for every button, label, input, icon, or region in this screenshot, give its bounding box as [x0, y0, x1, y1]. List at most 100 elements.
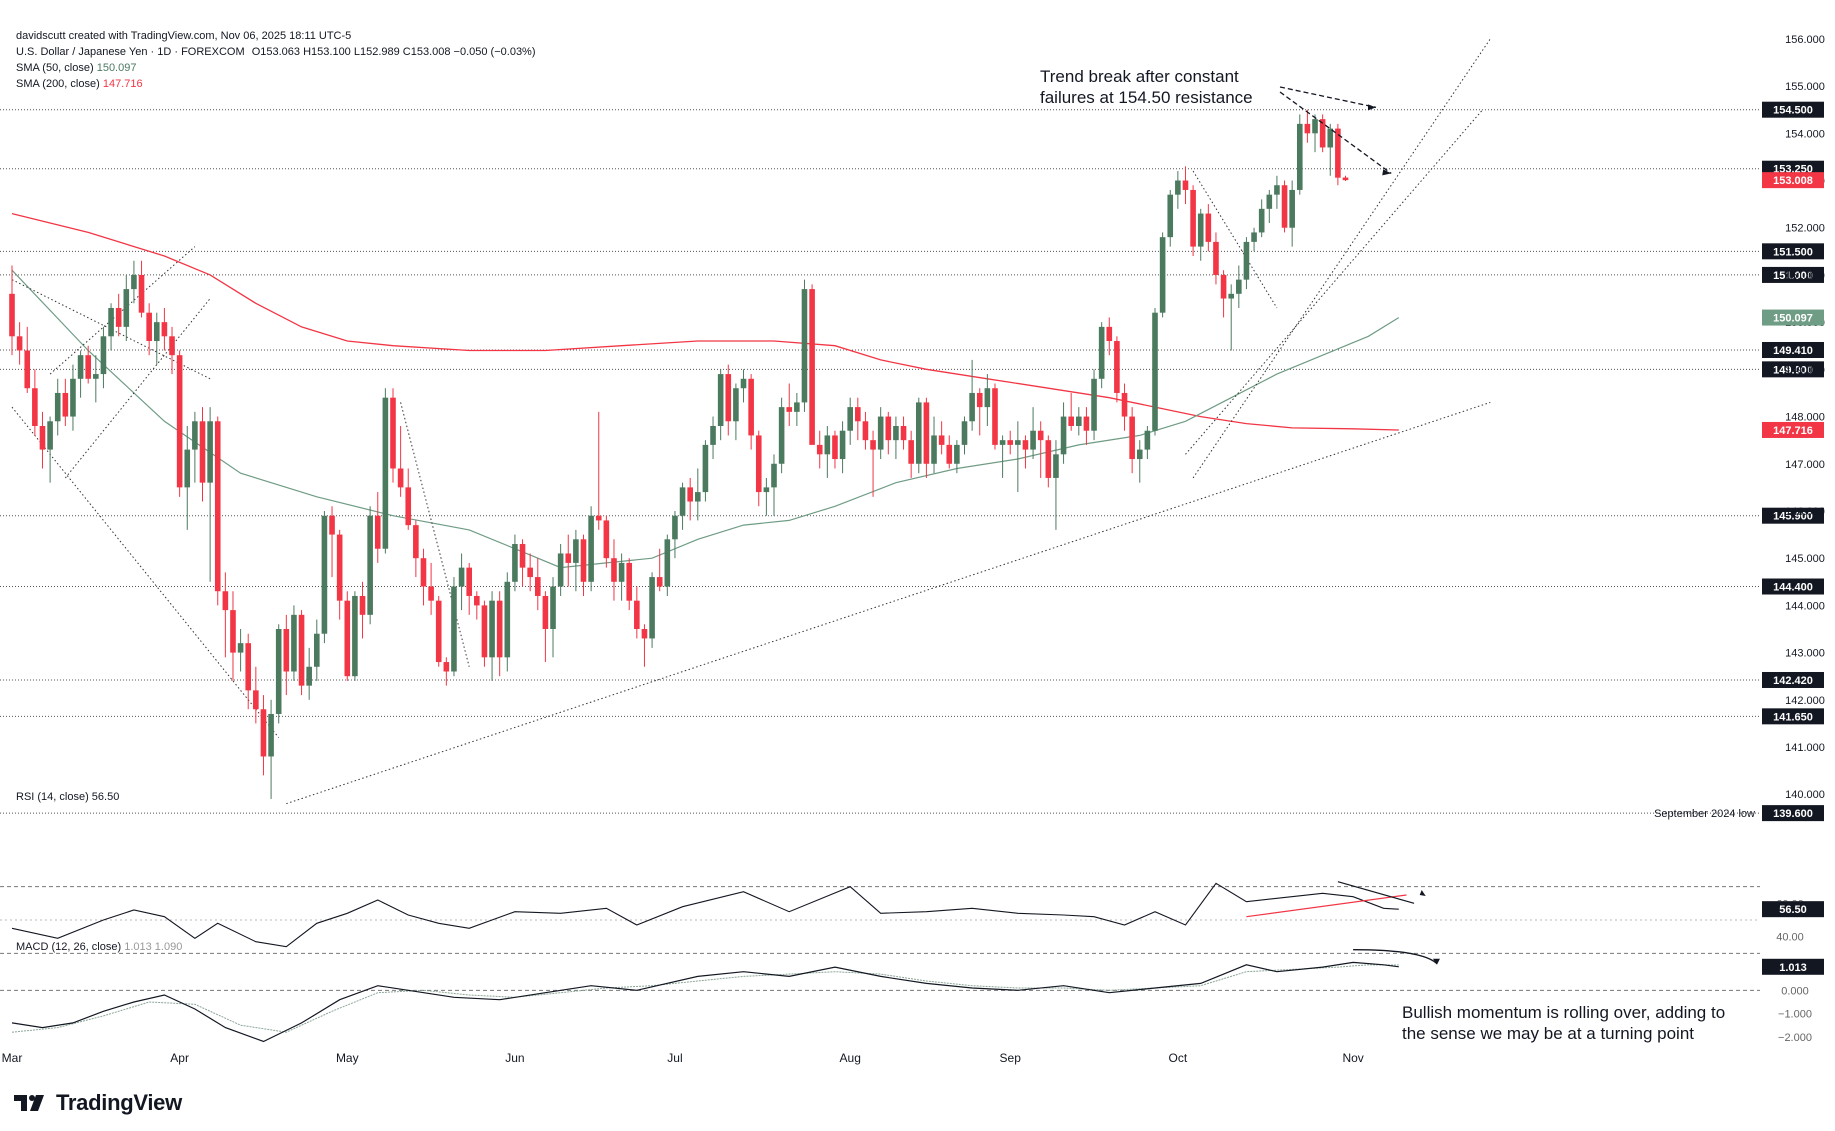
sma50-line[interactable] [11, 269, 1400, 569]
candle-body[interactable] [710, 426, 716, 445]
candle-body[interactable] [397, 468, 404, 488]
candle-body[interactable] [862, 421, 869, 441]
candle-body[interactable] [474, 595, 480, 606]
candle-body[interactable] [908, 440, 914, 464]
candle-body[interactable] [176, 355, 183, 488]
candle-body[interactable] [1266, 194, 1273, 209]
candle-body[interactable] [915, 402, 922, 464]
candle-body[interactable] [763, 487, 770, 493]
candle-body[interactable] [458, 567, 465, 587]
candle-body[interactable] [984, 388, 991, 408]
candle-body[interactable] [298, 614, 305, 686]
candle-body[interactable] [946, 444, 953, 464]
candle-body[interactable] [1053, 454, 1059, 478]
candle-body[interactable] [573, 539, 579, 563]
candle-body[interactable] [352, 595, 358, 677]
candle-body[interactable] [565, 553, 572, 563]
candle-body[interactable] [1037, 430, 1044, 441]
candle-body[interactable] [1030, 430, 1036, 450]
symbol-line[interactable]: U.S. Dollar / Japanese Yen · 1D · FOREXC… [16, 46, 536, 58]
candle-body[interactable] [336, 534, 343, 601]
candle-body[interactable] [1296, 123, 1303, 190]
candle-body[interactable] [1220, 274, 1227, 299]
candle-body[interactable] [115, 307, 122, 327]
candle-body[interactable] [16, 336, 23, 351]
candle-body[interactable] [809, 289, 815, 445]
candle-body[interactable] [893, 426, 899, 441]
candle-body[interactable] [679, 487, 686, 516]
candle-body[interactable] [1205, 213, 1212, 242]
candle-body[interactable] [222, 591, 229, 611]
candle-body[interactable] [390, 397, 396, 469]
macd-line[interactable] [11, 961, 1399, 1043]
candle-body[interactable] [9, 293, 15, 337]
candle-body[interactable] [1167, 194, 1174, 238]
trendline[interactable] [49, 246, 196, 375]
candle-body[interactable] [237, 643, 244, 653]
candle-body[interactable] [207, 421, 213, 483]
candle-body[interactable] [938, 435, 945, 445]
candle-body[interactable] [1304, 123, 1311, 134]
candle-body[interactable] [664, 539, 671, 587]
candle-body[interactable] [816, 444, 823, 455]
trendline[interactable] [1185, 109, 1484, 455]
candle-body[interactable] [489, 600, 495, 658]
candle-body[interactable] [283, 629, 290, 672]
candle-body[interactable] [672, 515, 678, 540]
candle-body[interactable] [1289, 189, 1295, 228]
candle-body[interactable] [618, 562, 625, 582]
candle-body[interactable] [542, 595, 549, 629]
sma200-line[interactable] [11, 212, 1399, 431]
tradingview-logo[interactable]: TradingView [14, 1090, 182, 1116]
candle-body[interactable] [214, 421, 221, 592]
candle-body[interactable] [748, 378, 754, 436]
candle-body[interactable] [161, 322, 168, 337]
candle-body[interactable] [1076, 416, 1082, 426]
candle-body[interactable] [374, 515, 381, 549]
candle-body[interactable] [93, 374, 99, 379]
candle-body[interactable] [1091, 378, 1097, 431]
candle-body[interactable] [1190, 189, 1196, 247]
candle-body[interactable] [138, 274, 145, 313]
candle-body[interactable] [611, 558, 617, 582]
candle-body[interactable] [717, 374, 724, 426]
candle-body[interactable] [512, 544, 518, 582]
candle-body[interactable] [847, 407, 853, 431]
candle-body[interactable] [877, 416, 884, 450]
candle-body[interactable] [1213, 241, 1219, 275]
candle-body[interactable] [839, 430, 846, 460]
candle-body[interactable] [534, 577, 541, 596]
candle-body[interactable] [253, 690, 259, 710]
rsi-trendline[interactable] [1337, 881, 1415, 904]
candle-body[interactable] [306, 666, 312, 686]
candle-body[interactable] [527, 567, 533, 578]
candle-body[interactable] [733, 388, 739, 422]
candle-body[interactable] [1342, 177, 1349, 181]
candle-body[interactable] [382, 397, 389, 549]
candle-body[interactable] [755, 435, 762, 493]
candle-body[interactable] [695, 492, 701, 502]
candle-body[interactable] [496, 600, 503, 658]
candle-body[interactable] [359, 595, 366, 615]
candle-body[interactable] [47, 421, 53, 450]
candle-body[interactable] [230, 610, 236, 653]
candle-body[interactable] [1098, 326, 1105, 379]
candle-body[interactable] [1312, 119, 1318, 134]
trendline[interactable] [400, 402, 470, 667]
candle-body[interactable] [1114, 341, 1120, 393]
candle-body[interactable] [778, 407, 785, 464]
candle-body[interactable] [1007, 440, 1014, 445]
candle-body[interactable] [291, 614, 297, 672]
candle-body[interactable] [123, 289, 130, 327]
rsi-trendline[interactable] [1246, 894, 1407, 918]
candle-body[interactable] [649, 577, 655, 639]
candle-body[interactable] [801, 289, 808, 403]
candle-body[interactable] [1319, 119, 1326, 148]
candle-body[interactable] [626, 562, 633, 601]
candle-body[interactable] [199, 421, 206, 483]
candle-body[interactable] [169, 336, 175, 356]
candle-body[interactable] [1274, 185, 1280, 195]
rsi-line[interactable] [11, 882, 1399, 948]
candle-body[interactable] [999, 440, 1006, 445]
candle-body[interactable] [443, 662, 450, 672]
